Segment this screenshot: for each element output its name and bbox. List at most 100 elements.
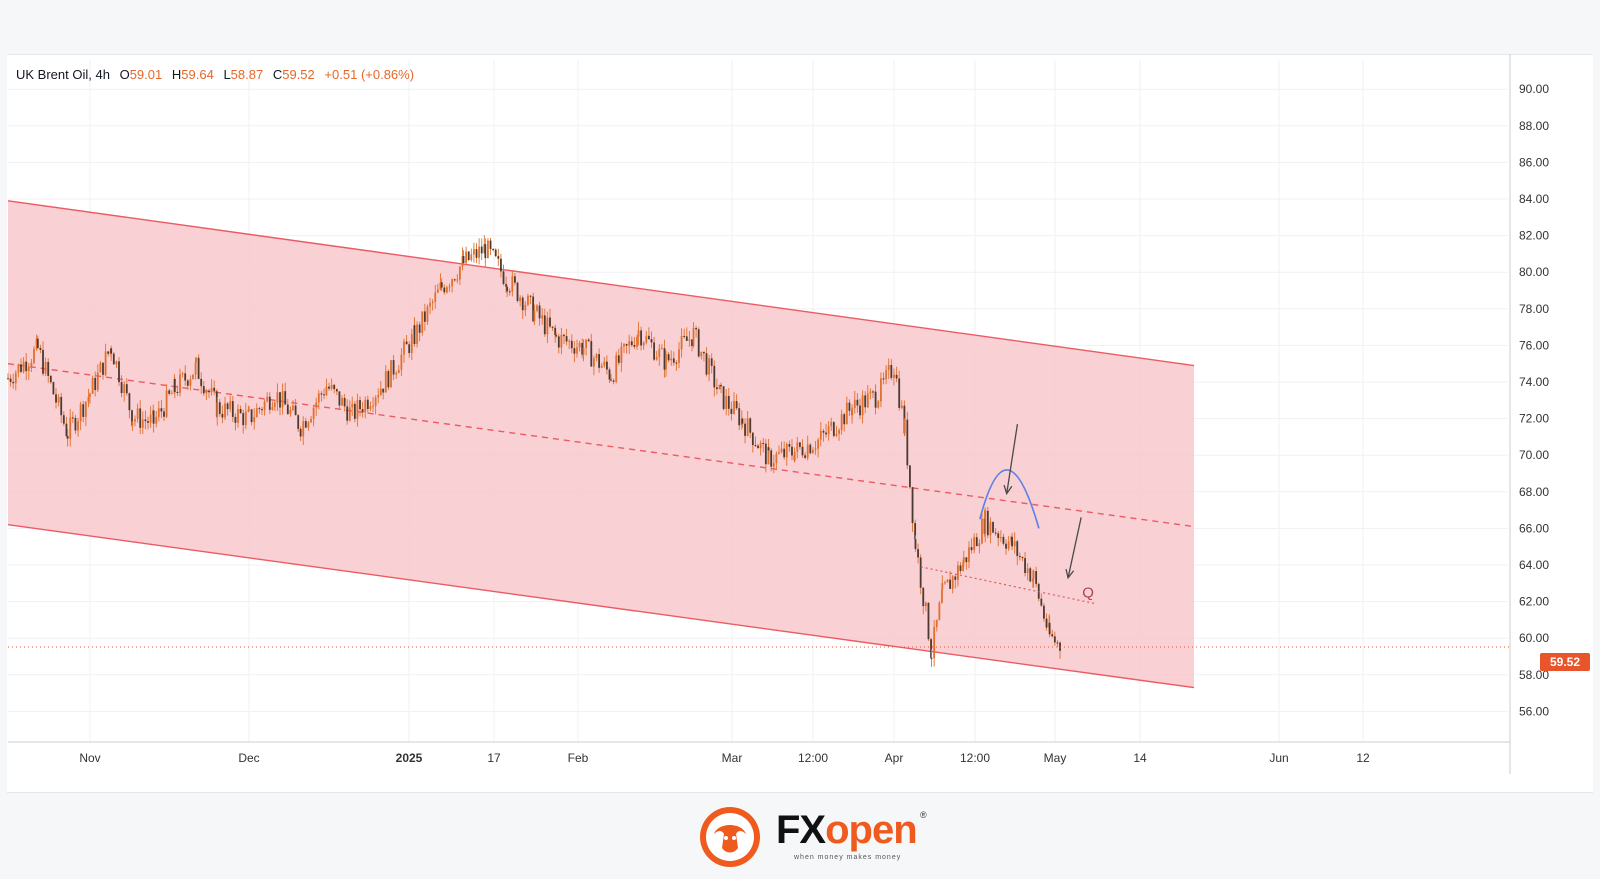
candle-body bbox=[927, 602, 930, 640]
candle-body bbox=[292, 405, 294, 410]
candle-body bbox=[930, 639, 932, 658]
candle-body bbox=[489, 240, 492, 250]
candle-body bbox=[749, 418, 752, 433]
channel-upper-line[interactable] bbox=[7, 200, 1195, 367]
candle-body bbox=[42, 349, 44, 374]
candle-body bbox=[310, 418, 312, 423]
arrow-line[interactable] bbox=[1006, 423, 1019, 494]
candle-body bbox=[710, 358, 713, 366]
candle-body bbox=[35, 338, 38, 349]
candle-body bbox=[94, 377, 97, 390]
candle-body bbox=[470, 254, 473, 260]
candle-body bbox=[603, 361, 606, 366]
candle-body bbox=[325, 386, 328, 396]
candle-body bbox=[57, 396, 60, 403]
interval-label[interactable]: 4h bbox=[95, 67, 110, 82]
candle-body bbox=[587, 339, 590, 342]
candle-body bbox=[144, 419, 147, 422]
candle-body bbox=[986, 510, 989, 536]
candle-body bbox=[746, 418, 749, 436]
candle-body bbox=[382, 388, 385, 393]
candle-body bbox=[600, 365, 603, 368]
candle-body bbox=[62, 415, 65, 424]
candle-body bbox=[838, 429, 840, 434]
candle-body bbox=[762, 442, 765, 444]
candle-body bbox=[44, 361, 47, 374]
candle-body bbox=[890, 365, 893, 378]
candle-body bbox=[467, 251, 470, 260]
rounded-top-arc[interactable] bbox=[979, 469, 1040, 529]
candle-body bbox=[364, 399, 367, 413]
candle-body bbox=[176, 391, 179, 393]
candle-body bbox=[625, 344, 628, 346]
candle-body bbox=[131, 410, 133, 426]
candle-body bbox=[440, 282, 443, 288]
candle-body bbox=[806, 444, 809, 458]
candle-body bbox=[22, 361, 25, 372]
channel-lower-line[interactable] bbox=[7, 524, 1195, 689]
candle-body bbox=[436, 289, 439, 293]
candle-body bbox=[554, 327, 557, 335]
candle-body bbox=[79, 404, 82, 422]
candle-body bbox=[141, 419, 144, 428]
candle-body bbox=[946, 579, 949, 583]
candle-body bbox=[780, 448, 783, 453]
candle-body bbox=[557, 336, 560, 348]
candle-body bbox=[999, 536, 1002, 539]
candle-body bbox=[194, 362, 197, 375]
candle-body bbox=[397, 369, 400, 374]
candle-body bbox=[962, 562, 964, 571]
candle-body bbox=[487, 240, 489, 259]
candle-body bbox=[279, 392, 281, 408]
candle-body bbox=[984, 510, 987, 534]
candle-body bbox=[903, 419, 906, 434]
candle-body bbox=[845, 402, 848, 425]
candle-body bbox=[703, 351, 705, 354]
candle-body bbox=[492, 249, 495, 251]
symbol-name[interactable]: UK Brent Oil bbox=[16, 67, 89, 82]
candle-body bbox=[708, 358, 710, 375]
candle-body bbox=[1040, 598, 1043, 606]
candle-body bbox=[893, 374, 895, 376]
candle-body bbox=[237, 409, 239, 423]
y-tick-label: 84.00 bbox=[1519, 192, 1549, 206]
candle-body bbox=[12, 381, 15, 384]
candle-body bbox=[767, 447, 770, 451]
x-tick-label: 12 bbox=[1356, 751, 1370, 765]
candle-body bbox=[431, 301, 434, 304]
candle-body bbox=[226, 403, 229, 410]
candle-body bbox=[788, 444, 791, 447]
candle-body bbox=[36, 338, 39, 348]
candle-body bbox=[231, 401, 234, 417]
candle-body bbox=[895, 374, 898, 379]
arrow-line[interactable] bbox=[1067, 517, 1082, 578]
candle-body bbox=[84, 401, 87, 417]
candle-body bbox=[989, 521, 992, 536]
candle-body bbox=[258, 408, 261, 410]
candle-body bbox=[181, 373, 184, 375]
candle-body bbox=[511, 276, 514, 292]
change-percent: (+0.86%) bbox=[360, 67, 415, 82]
candle-body bbox=[900, 405, 903, 408]
candle-body bbox=[405, 341, 408, 345]
candle-body bbox=[1011, 536, 1013, 547]
candle-body bbox=[346, 406, 349, 421]
candle-body bbox=[1021, 557, 1024, 559]
candle-body bbox=[738, 408, 741, 426]
candle-body bbox=[160, 408, 163, 412]
candle-body bbox=[248, 409, 250, 411]
candle-body bbox=[565, 336, 568, 342]
candle-body bbox=[125, 384, 128, 394]
candle-body bbox=[733, 401, 735, 414]
candle-body bbox=[941, 589, 943, 603]
candle-body bbox=[416, 324, 418, 344]
candle-body bbox=[1045, 618, 1048, 628]
candle-body bbox=[653, 342, 655, 360]
candle-body bbox=[1035, 571, 1038, 584]
candle-body bbox=[497, 256, 500, 259]
candle-body bbox=[772, 463, 775, 467]
candle-body bbox=[390, 360, 392, 388]
candle-body bbox=[102, 362, 104, 375]
candle-body bbox=[266, 396, 269, 402]
